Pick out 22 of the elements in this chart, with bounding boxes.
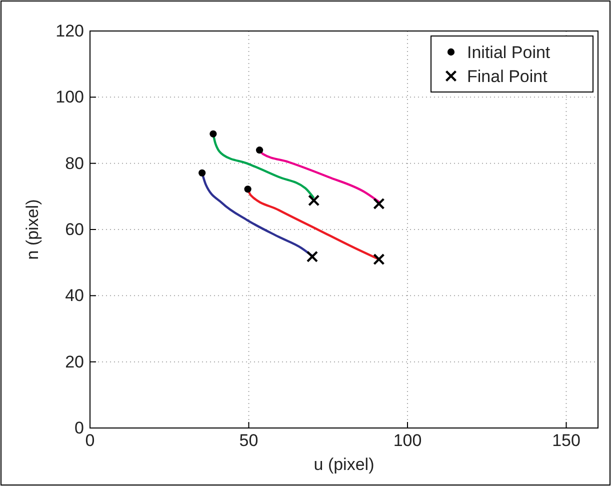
y-tick-label: 120: [56, 21, 84, 40]
point: [308, 194, 320, 206]
point: [373, 198, 385, 210]
point: [373, 253, 385, 266]
x-tick-label: 50: [239, 431, 258, 450]
legend-label: Initial Point: [467, 43, 550, 62]
x-axis-title: u (pixel): [314, 455, 374, 474]
y-tick-label: 20: [65, 352, 84, 372]
point: [244, 186, 252, 193]
y-tick-label: 0: [74, 418, 84, 438]
point: [306, 250, 318, 262]
y-tick-label: 60: [65, 220, 84, 239]
y-axis-title: n (pixel): [23, 199, 42, 260]
point: [256, 146, 264, 154]
y-tick-label: 40: [65, 286, 84, 306]
x-tick-label: 100: [393, 431, 422, 450]
point: [210, 130, 217, 138]
y-tick-label: 80: [65, 154, 84, 173]
legend-label: Final Point: [467, 67, 548, 86]
y-tick-label: 100: [56, 88, 84, 107]
x-tick-label: 150: [552, 431, 580, 450]
point: [198, 169, 206, 176]
